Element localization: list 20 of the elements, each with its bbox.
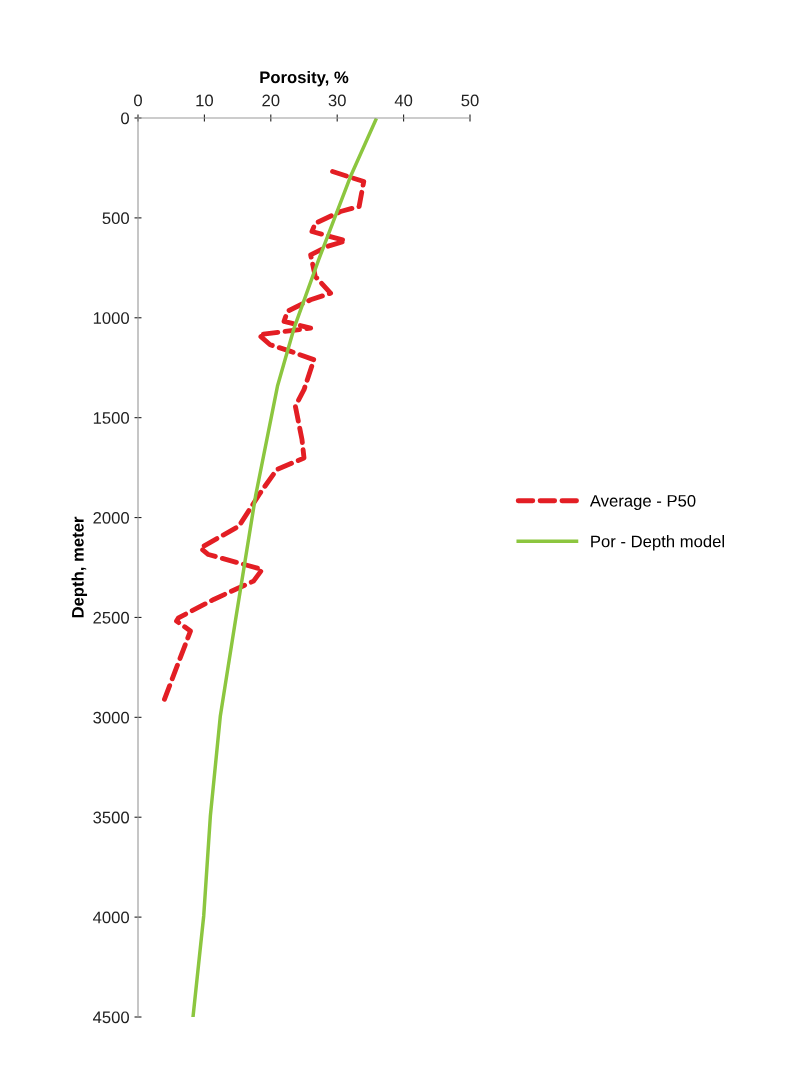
x-tick-label: 0	[134, 94, 142, 107]
x-tick-label: 20	[262, 94, 280, 107]
y-tick-label: 1000	[93, 312, 130, 324]
y-tick-label: 3000	[93, 711, 130, 724]
y-tick-label: 4500	[92, 1011, 130, 1024]
x-tick-label: 40	[394, 94, 413, 107]
y-tick-label: 500	[102, 212, 130, 225]
y-tick-label: 0	[121, 112, 130, 125]
x-tick-label: 30	[328, 94, 346, 107]
y-tick-label: 2000	[93, 511, 130, 524]
y-axis-title: Depth, meter	[71, 516, 88, 618]
y-tick-label: 4000	[92, 911, 130, 924]
y-tick-label: 3500	[93, 811, 130, 824]
x-tick-label: 10	[196, 94, 214, 107]
legend-label: Average - P50	[589, 494, 696, 511]
y-tick-label: 1500	[93, 412, 130, 424]
legend-label: Por - Depth model	[591, 535, 724, 551]
y-tick-label: 2500	[93, 611, 130, 624]
x-tick-label: 50	[461, 94, 479, 107]
x-axis-title: Porosity, %	[260, 70, 349, 87]
